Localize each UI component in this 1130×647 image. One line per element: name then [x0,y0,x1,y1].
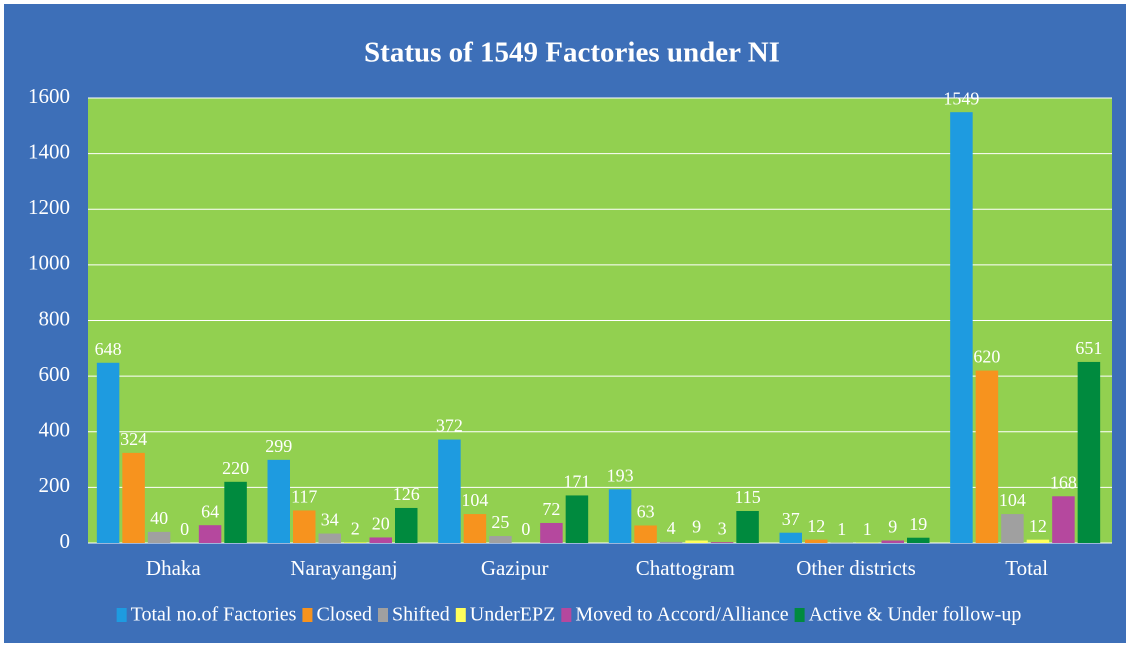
data-label: 4 [667,518,676,538]
bar [1001,514,1024,543]
data-label: 651 [1075,338,1102,358]
x-tick-label: Total [1005,556,1048,580]
data-label: 9 [888,517,897,537]
bar [779,532,802,543]
data-label: 117 [291,487,317,507]
bar [1026,539,1050,543]
data-label: 648 [95,339,122,359]
bar [1077,361,1101,543]
bar [881,540,904,543]
bar [659,541,683,543]
bar [1052,496,1075,543]
y-tick-label: 1400 [28,139,70,163]
bar [950,112,973,543]
y-tick-label: 200 [39,473,71,497]
y-tick-label: 1200 [28,195,70,219]
legend-swatch [561,608,572,622]
bar [540,522,563,543]
legend-label: Total no.of Factories [131,604,297,626]
bar [975,370,999,543]
data-label: 168 [1050,472,1077,492]
bar [293,510,316,543]
data-label: 2 [351,519,360,539]
bar [224,481,247,543]
bar [565,495,589,543]
data-label: 1549 [943,88,979,108]
bar [736,511,759,543]
legend-swatch [455,608,466,622]
bar [369,537,392,543]
data-label: 372 [436,416,463,436]
bar [489,536,512,543]
data-label: 126 [393,484,420,504]
data-label: 193 [607,465,634,485]
bar [318,533,341,543]
legend-swatch [378,608,388,622]
y-tick-label: 1000 [28,251,70,275]
data-label: 12 [807,516,825,536]
x-tick-label: Gazipur [481,556,549,580]
bar [267,459,290,543]
data-label: 104 [999,490,1026,510]
y-tick-label: 0 [60,529,71,553]
data-label: 63 [637,502,655,522]
bar [198,525,222,543]
data-label: 64 [201,501,219,521]
legend-swatch [116,608,127,622]
data-label: 171 [563,472,590,492]
x-tick-label: Other districts [796,556,916,580]
legend-label: Shifted [392,604,450,626]
data-label: 19 [909,514,927,534]
bar [344,542,367,543]
data-label: 34 [321,510,339,530]
data-label: 20 [372,514,390,534]
bar [438,439,461,543]
legend-swatch [302,608,313,622]
legend-label: Moved to Accord/Alliance [575,604,788,626]
data-label: 1 [863,519,872,539]
y-tick-label: 600 [39,362,71,386]
legend-label: UnderEPZ [470,604,556,626]
y-tick-label: 800 [39,306,71,330]
data-label: 220 [222,458,249,478]
data-label: 3 [718,518,727,538]
bar [96,362,120,543]
bar [395,507,418,543]
bar [907,537,930,543]
bar [463,514,487,543]
data-label: 324 [120,429,147,449]
data-label: 115 [734,487,760,507]
data-label: 37 [782,509,800,529]
bar [147,531,171,543]
y-tick-label: 1600 [28,84,70,108]
bar [122,452,145,543]
y-tick-label: 400 [39,418,71,442]
bar [634,525,657,543]
legend-label: Closed [316,604,372,626]
data-label: 620 [973,347,1000,367]
bar [805,539,828,543]
data-label: 299 [265,436,292,456]
bar [608,489,632,543]
data-label: 25 [491,512,509,532]
data-label: 40 [150,508,168,528]
data-label: 9 [692,517,701,537]
data-label: 0 [521,519,530,539]
data-label: 1 [837,519,846,539]
bar [710,542,734,543]
legend-swatch [794,608,805,622]
x-tick-label: Dhaka [146,556,201,580]
chart-title: Status of 1549 Factories under NI [364,37,780,69]
data-label: 72 [542,499,560,519]
data-label: 0 [180,519,189,539]
x-tick-label: Narayanganj [290,556,397,580]
data-label: 12 [1029,516,1047,536]
legend-label: Active & Under follow-up [809,604,1022,626]
data-label: 104 [461,490,488,510]
bar [685,540,708,543]
x-tick-label: Chattogram [636,556,735,580]
